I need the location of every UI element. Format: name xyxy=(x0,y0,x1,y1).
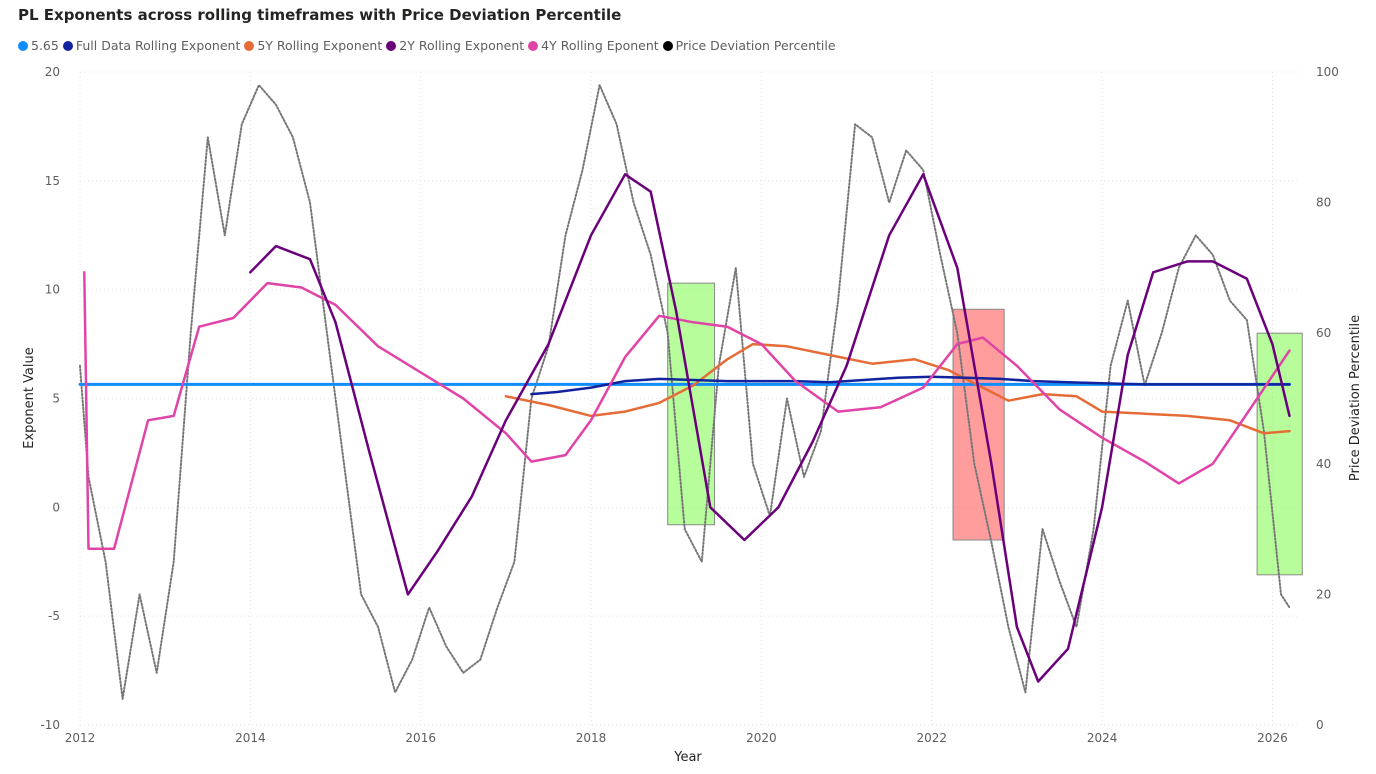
legend-swatch xyxy=(244,40,255,51)
legend: 5.65 Full Data Rolling Exponent 5Y Rolli… xyxy=(18,38,840,53)
legend-item-full-data[interactable]: Full Data Rolling Exponent xyxy=(62,38,241,53)
x-tick-label: 2022 xyxy=(916,731,947,745)
y-tick-label: 15 xyxy=(45,174,60,188)
series-line-5y-rolling-exponent xyxy=(504,342,1291,435)
legend-swatch xyxy=(528,40,539,51)
series-line-2y-rolling-exponent xyxy=(249,173,1291,683)
x-tick-label: 2012 xyxy=(65,731,96,745)
y2-tick-label: 0 xyxy=(1316,718,1324,732)
legend-label: 4Y Rolling Eponent xyxy=(541,38,659,53)
y-axis-ticks: -10 -5 0 5 10 15 20 xyxy=(40,65,60,732)
y2-axis-ticks: 0 20 40 60 80 100 xyxy=(1316,65,1339,732)
legend-swatch xyxy=(62,40,73,51)
legend-swatch xyxy=(18,40,28,51)
legend-label: 5.65 xyxy=(31,38,59,53)
y-tick-label: -5 xyxy=(48,609,60,623)
x-tick-label: 2018 xyxy=(576,731,607,745)
legend-item-5y[interactable]: 5Y Rolling Exponent xyxy=(244,38,382,53)
legend-label: Full Data Rolling Exponent xyxy=(75,38,241,53)
x-axis-title: Year xyxy=(673,750,702,765)
legend-swatch xyxy=(662,40,673,51)
chart-title: PL Exponents across rolling timeframes w… xyxy=(18,6,622,24)
legend-label: Price Deviation Percentile xyxy=(675,38,836,53)
x-tick-label: 2016 xyxy=(405,731,436,745)
y-tick-label: 5 xyxy=(52,392,60,406)
legend-label: 2Y Rolling Exponent xyxy=(399,38,525,53)
y-axis-title: Exponent Value xyxy=(22,347,37,449)
y-tick-label: 20 xyxy=(45,65,60,79)
y2-tick-label: 60 xyxy=(1316,326,1331,340)
x-tick-label: 2014 xyxy=(235,731,266,745)
x-tick-label: 2020 xyxy=(746,731,777,745)
x-axis-ticks: 2012 2014 2016 2018 2020 2022 2024 2026 xyxy=(65,731,1288,745)
series-lines xyxy=(78,84,1291,700)
highlight-box xyxy=(952,308,1005,541)
legend-item-2y[interactable]: 2Y Rolling Exponent xyxy=(386,38,524,53)
y-tick-label: 0 xyxy=(52,500,60,514)
series-line-price-deviation-percentile xyxy=(79,84,1291,700)
legend-swatch xyxy=(386,40,397,51)
y2-tick-label: 40 xyxy=(1316,457,1331,471)
y2-tick-label: 100 xyxy=(1316,65,1339,79)
y2-tick-label: 80 xyxy=(1316,196,1331,210)
x-tick-label: 2024 xyxy=(1087,731,1118,745)
y-tick-label: -10 xyxy=(40,718,60,732)
legend-label: 5Y Rolling Exponent xyxy=(257,38,383,53)
y2-tick-label: 20 xyxy=(1316,587,1331,601)
legend-item-565[interactable]: 5.65 xyxy=(18,38,59,53)
y-tick-label: 10 xyxy=(45,283,60,297)
legend-item-price-deviation[interactable]: Price Deviation Percentile xyxy=(662,38,836,53)
y2-axis-title: Price Deviation Percentile xyxy=(1348,315,1363,481)
x-tick-label: 2026 xyxy=(1257,731,1288,745)
legend-item-4y[interactable]: 4Y Rolling Eponent xyxy=(528,38,659,53)
series-line-4y-rolling-eponent xyxy=(83,271,1291,550)
